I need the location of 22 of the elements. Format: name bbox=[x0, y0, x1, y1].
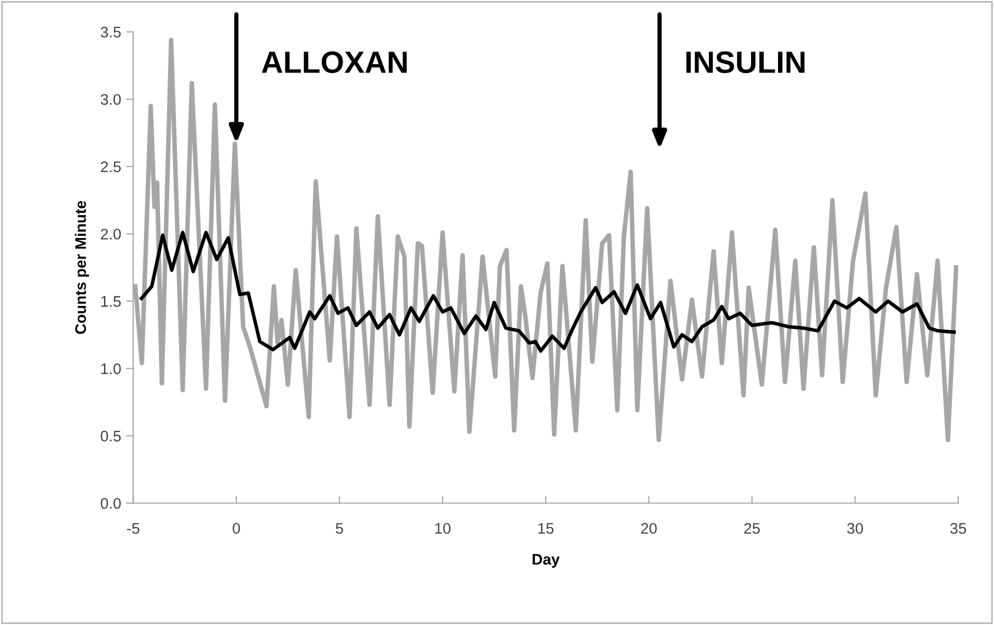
x-tick-label: 20 bbox=[641, 522, 657, 534]
x-tick-label: -5 bbox=[127, 523, 140, 534]
x-tick-label: 25 bbox=[744, 522, 760, 534]
y-tick-label: 1.5 bbox=[101, 296, 121, 307]
x-tick-label: 0 bbox=[232, 522, 240, 534]
y-tick-label: 3.0 bbox=[100, 94, 121, 105]
annotation: INSULIN bbox=[686, 51, 804, 74]
y-tick-label: 0.0 bbox=[100, 498, 121, 509]
y-tick-label: 2.5 bbox=[100, 161, 121, 172]
y-tick-label: 2.0 bbox=[100, 228, 121, 240]
y-tick-label: 0.5 bbox=[100, 430, 121, 442]
x-tick-label: 15 bbox=[538, 523, 554, 534]
x-axis-title: Day bbox=[532, 554, 560, 568]
y-tick-label: 3.5 bbox=[100, 26, 121, 38]
x-tick-label: 5 bbox=[336, 523, 344, 534]
x-tick-label: 10 bbox=[435, 522, 450, 534]
y-tick-label: 1.0 bbox=[101, 363, 121, 374]
y-axis-title: Counts per Minute bbox=[74, 200, 90, 334]
x-tick-label: 35 bbox=[950, 522, 966, 534]
line-series bbox=[140, 230, 956, 353]
annotation: ALLOXAN bbox=[262, 51, 407, 74]
x-tick-label: 30 bbox=[847, 522, 863, 534]
